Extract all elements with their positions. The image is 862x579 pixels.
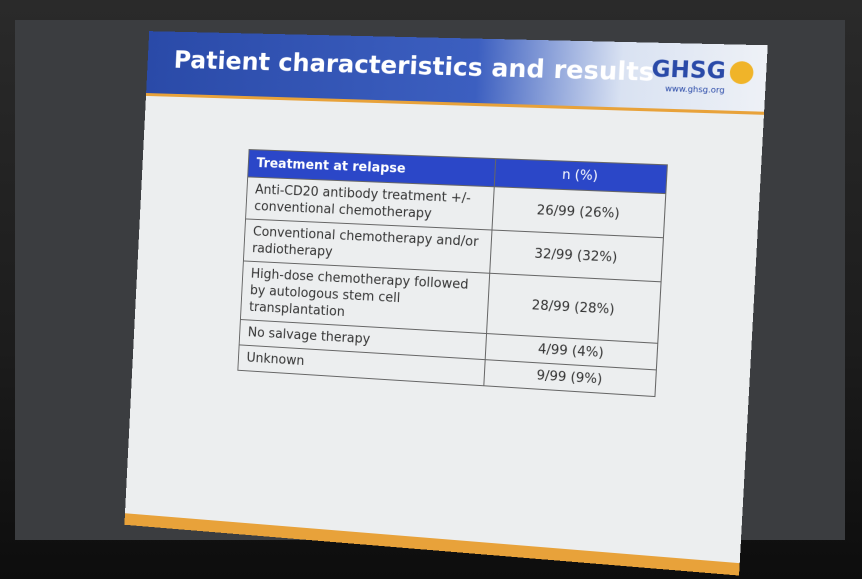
banner: Patient characteristics and results GHSG… [145,31,768,115]
table-cell: 28/99 (28%) [486,273,662,344]
slide: Patient characteristics and results GHSG… [124,31,768,576]
table-cell: 26/99 (26%) [491,186,666,238]
logo-url: www.ghsg.org [664,84,725,95]
logo: GHSG [650,56,727,85]
results-table: Treatment at relapse n (%) Anti-CD20 ant… [237,149,668,397]
slide-title: Patient characteristics and results [173,45,655,87]
logo-icon [729,60,754,85]
footer-bar [124,513,740,576]
